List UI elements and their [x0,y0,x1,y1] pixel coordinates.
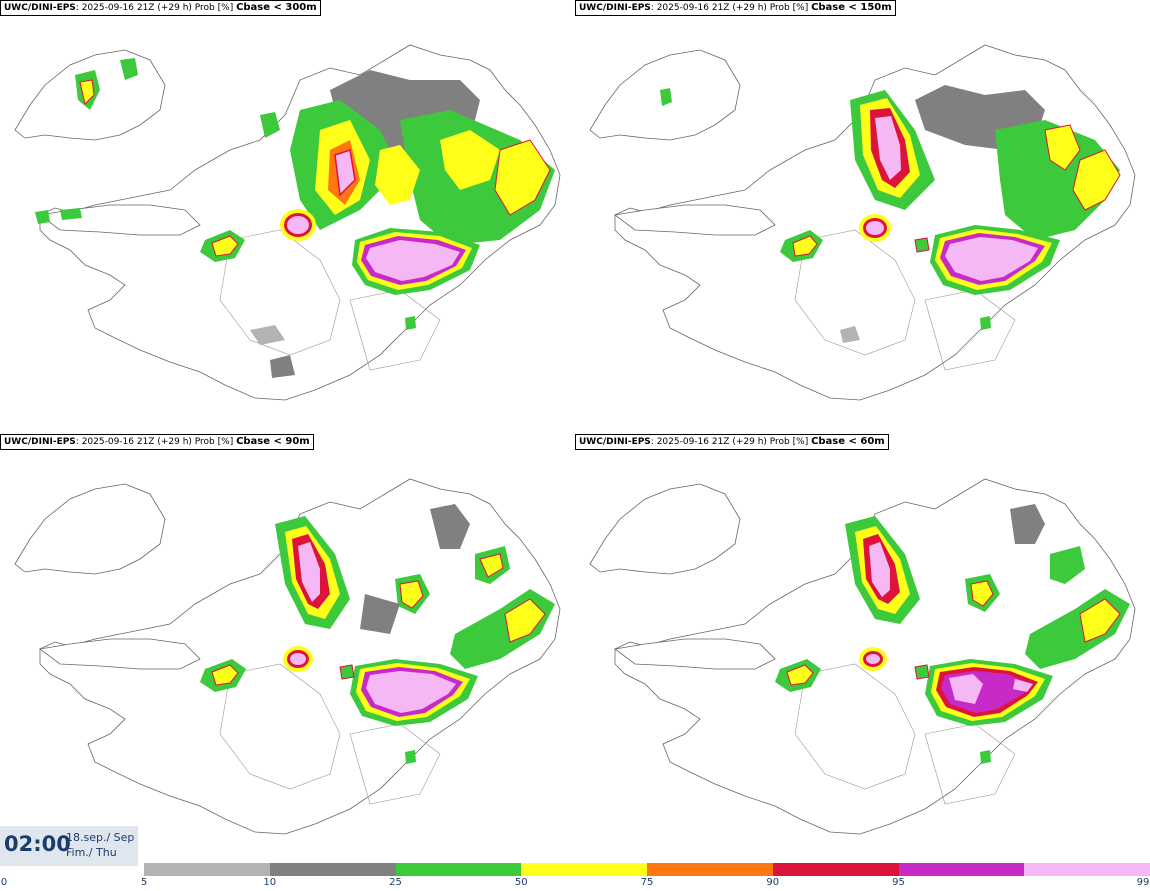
colorbar-segment [521,863,647,876]
colorbar-segment [1024,863,1150,876]
iceland-probability-map [14,478,561,835]
parameter-label: Cbase < 300m [236,2,317,13]
map-panel-cbase-90m: UWC/DINI-EPS: 2025-09-16 21Z (+29 h) Pro… [0,434,575,871]
map-panel-cbase-300m: UWC/DINI-EPS: 2025-09-16 21Z (+29 h) Pro… [0,0,575,437]
colorbar-tick-label: 0 [0,877,8,888]
colorbar-tick-label: 75 [640,877,654,888]
iceland-probability-map [589,44,1136,401]
colorbar-tick-label: 10 [263,877,277,888]
map-panel-cbase-150m: UWC/DINI-EPS: 2025-09-16 21Z (+29 h) Pro… [575,0,1150,437]
colorbar-tick-label: 95 [892,877,905,888]
parameter-label: Cbase < 90m [236,436,310,447]
colorbar-tick-label: 25 [389,877,402,888]
map-panel-cbase-60m: UWC/DINI-EPS: 2025-09-16 21Z (+29 h) Pro… [575,434,1150,871]
model-name: UWC/DINI-EPS [4,437,76,447]
colorbar-ticks: 0 5 10 25 50 75 90 95 99 [0,877,1150,891]
run-info: : 2025-09-16 21Z (+29 h) Prob [%] [75,437,237,447]
parameter-label: Cbase < 150m [811,2,892,13]
colorbar-segment [269,863,396,876]
colorbar-tick-label: 90 [766,877,780,888]
probability-colorbar [144,863,1150,876]
map-title: UWC/DINI-EPS: 2025-09-16 21Z (+29 h) Pro… [0,434,314,450]
model-name: UWC/DINI-EPS [579,437,651,447]
model-name: UWC/DINI-EPS [579,3,651,13]
colorbar-tick-label: 5 [140,877,148,888]
colorbar-segment [395,863,522,876]
run-info: : 2025-09-16 21Z (+29 h) Prob [%] [75,3,237,13]
colorbar-tick-label: 99 [1136,877,1150,888]
model-name: UWC/DINI-EPS [4,3,76,13]
valid-time: 02:00 [4,832,71,856]
colorbar-segment [647,863,773,876]
valid-date-line1: 18.sep./ Sep [66,831,135,844]
colorbar-segment [898,863,1025,876]
iceland-probability-map [589,478,1136,835]
run-info: : 2025-09-16 21Z (+29 h) Prob [%] [650,3,812,13]
colorbar-segment [144,863,270,876]
colorbar-tick-label: 50 [514,877,528,888]
valid-date-line2: Fim./ Thu [66,846,117,859]
map-title: UWC/DINI-EPS: 2025-09-16 21Z (+29 h) Pro… [575,434,889,450]
valid-date: 18.sep./ Sep Fim./ Thu [66,830,134,860]
map-title: UWC/DINI-EPS: 2025-09-16 21Z (+29 h) Pro… [0,0,321,16]
run-info: : 2025-09-16 21Z (+29 h) Prob [%] [650,437,812,447]
map-title: UWC/DINI-EPS: 2025-09-16 21Z (+29 h) Pro… [575,0,896,16]
iceland-probability-map [14,44,561,401]
valid-time-box: 02:00 18.sep./ Sep Fim./ Thu [0,826,138,866]
parameter-label: Cbase < 60m [811,436,885,447]
colorbar-segment [772,863,899,876]
